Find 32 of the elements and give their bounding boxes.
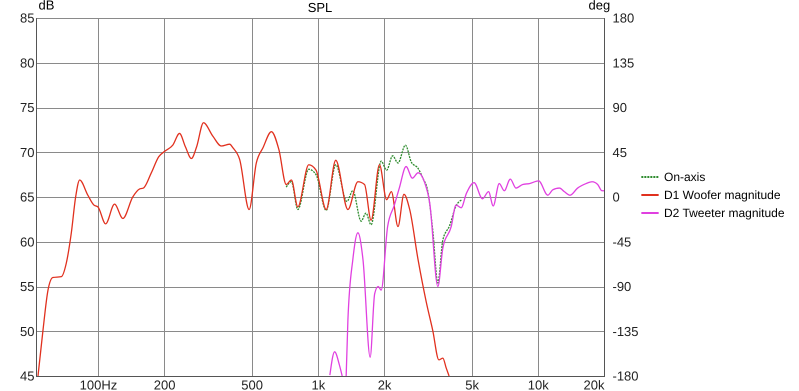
y2-tick-label: 180 — [612, 10, 634, 26]
y2-tick-label: -45 — [612, 234, 632, 250]
y2-tick-label: -90 — [612, 279, 632, 294]
chart-title: SPL — [308, 0, 332, 15]
y2-tick-label: 0 — [612, 190, 620, 204]
y-tick-label: 85 — [20, 10, 34, 26]
y-axis-title: dB — [38, 0, 54, 12]
x-tick-label: 20k — [584, 378, 605, 391]
y-tick-label: 80 — [20, 55, 34, 70]
x-tick-label: 100Hz — [80, 378, 118, 391]
y2-tick-label: 45 — [612, 144, 627, 160]
y-tick-label: 75 — [20, 100, 34, 115]
legend-label: D2 Tweeter magnitude — [664, 206, 785, 220]
y-tick-label: 60 — [20, 234, 34, 250]
legend-label: D1 Woofer magnitude — [664, 188, 781, 202]
y2-axis-title: deg — [588, 0, 610, 12]
x-tick-label: 5k — [465, 378, 480, 391]
y2-tick-label: 90 — [612, 100, 627, 115]
x-tick-label: 10k — [528, 378, 550, 391]
x-tick-label: 1k — [311, 378, 326, 391]
y-tick-label: 45 — [20, 368, 34, 384]
y2-tick-label: 135 — [612, 55, 634, 70]
x-tick-label: 500 — [241, 378, 263, 391]
legend-label: On-axis — [664, 170, 706, 184]
y-tick-label: 55 — [20, 279, 34, 294]
y2-tick-label: -135 — [612, 324, 639, 339]
x-tick-label: 200 — [154, 378, 176, 391]
x-tick-label: 2k — [378, 378, 392, 391]
y-tick-label: 50 — [20, 324, 34, 339]
y-tick-label: 70 — [20, 144, 34, 160]
y-tick-label: 65 — [20, 190, 34, 204]
y2-tick-label: -180 — [612, 368, 639, 384]
